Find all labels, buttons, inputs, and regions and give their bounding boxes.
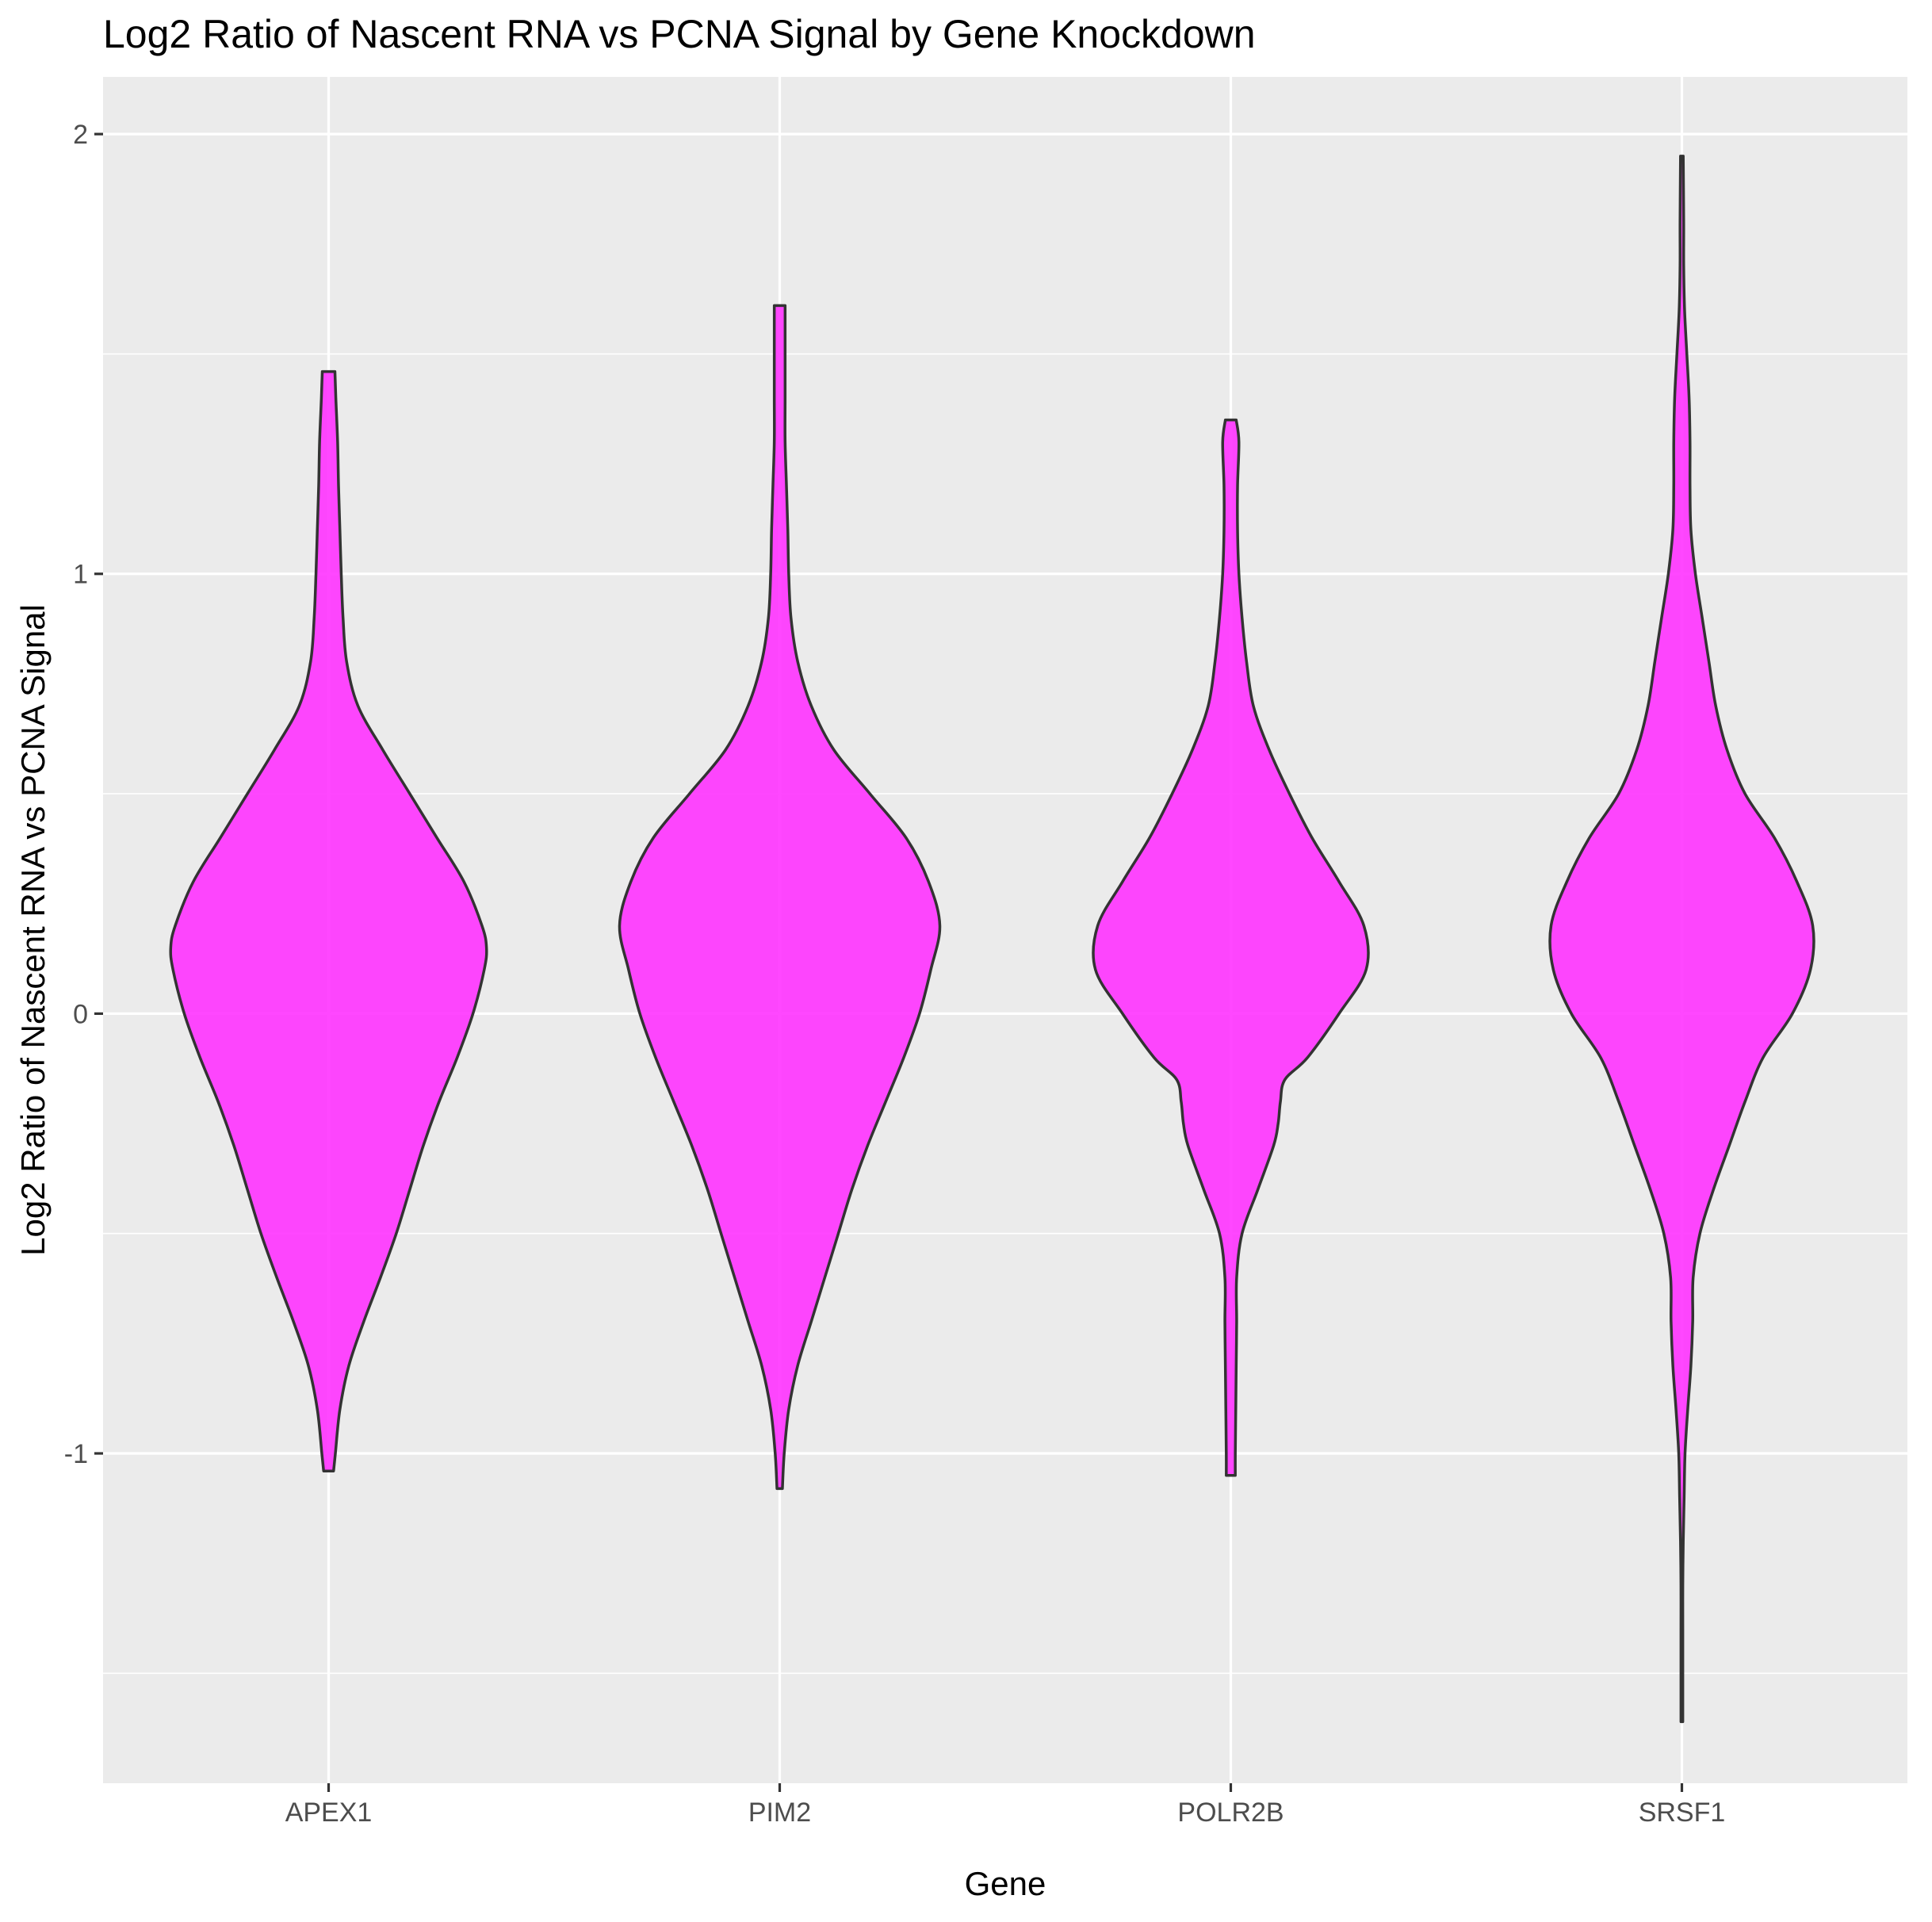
y-tick-label: 0 — [73, 999, 88, 1029]
x-axis-title: Gene — [965, 1865, 1046, 1902]
y-tick-label: 1 — [73, 560, 88, 590]
x-tick-label: POLR2B — [1177, 1798, 1284, 1828]
y-axis-title: Log2 Ratio of Nascent RNA vs PCNA Signal — [14, 604, 52, 1256]
violin-srsf1 — [1548, 155, 1815, 1724]
violin-polr2b — [1092, 418, 1370, 1477]
y-tick-label: -1 — [64, 1439, 88, 1469]
x-tick-label: APEX1 — [285, 1798, 373, 1828]
y-axis: -1 0 1 2 — [64, 120, 103, 1469]
x-axis: APEX1 PIM2 POLR2B SRSF1 — [285, 1783, 1726, 1828]
violin-apex1 — [169, 369, 488, 1472]
x-tick-label: PIM2 — [748, 1798, 811, 1828]
violin-pim2 — [618, 304, 942, 1491]
y-tick-label: 2 — [73, 120, 88, 150]
violins — [169, 155, 1815, 1724]
chart-title: Log2 Ratio of Nascent RNA vs PCNA Signal… — [103, 12, 1256, 56]
x-tick-label: SRSF1 — [1639, 1798, 1726, 1828]
